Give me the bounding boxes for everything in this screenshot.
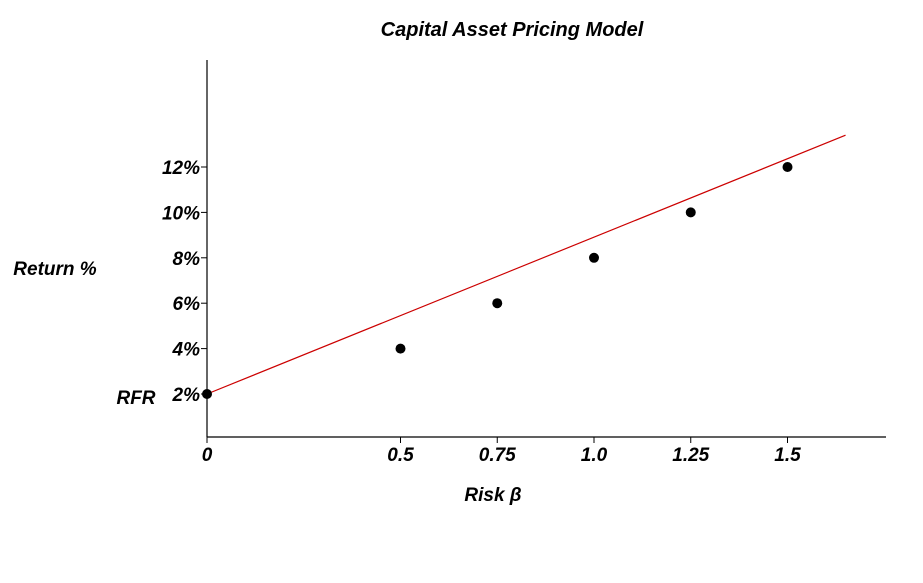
x-tick-label: 1.5 (774, 445, 801, 466)
data-point (492, 298, 503, 309)
x-tick-label: 1.25 (672, 445, 709, 466)
security-market-line (206, 134, 846, 395)
y-tick-label: 10% (162, 203, 200, 224)
data-point (782, 162, 793, 172)
y-tick-label: 2% (172, 385, 201, 406)
rfr-label: RFR (116, 388, 155, 409)
data-point (685, 207, 696, 218)
x-tick-label: 0.75 (479, 445, 516, 466)
x-tick-label: 1.0 (581, 445, 608, 466)
chart-title: Capital Asset Pricing Model (381, 19, 644, 41)
y-tick-label: 8% (173, 249, 201, 270)
data-point (589, 252, 599, 263)
x-tick-label: 0.5 (387, 445, 414, 466)
y-tick-label: 12% (162, 158, 200, 179)
y-axis-label: Return % (13, 259, 97, 280)
data-point (202, 389, 212, 399)
x-tick-label: 0 (202, 445, 213, 466)
x-axis-label: Risk β (464, 485, 521, 506)
data-point (395, 343, 406, 354)
y-tick-label: 4% (172, 340, 201, 361)
y-tick-label: 6% (173, 294, 201, 315)
